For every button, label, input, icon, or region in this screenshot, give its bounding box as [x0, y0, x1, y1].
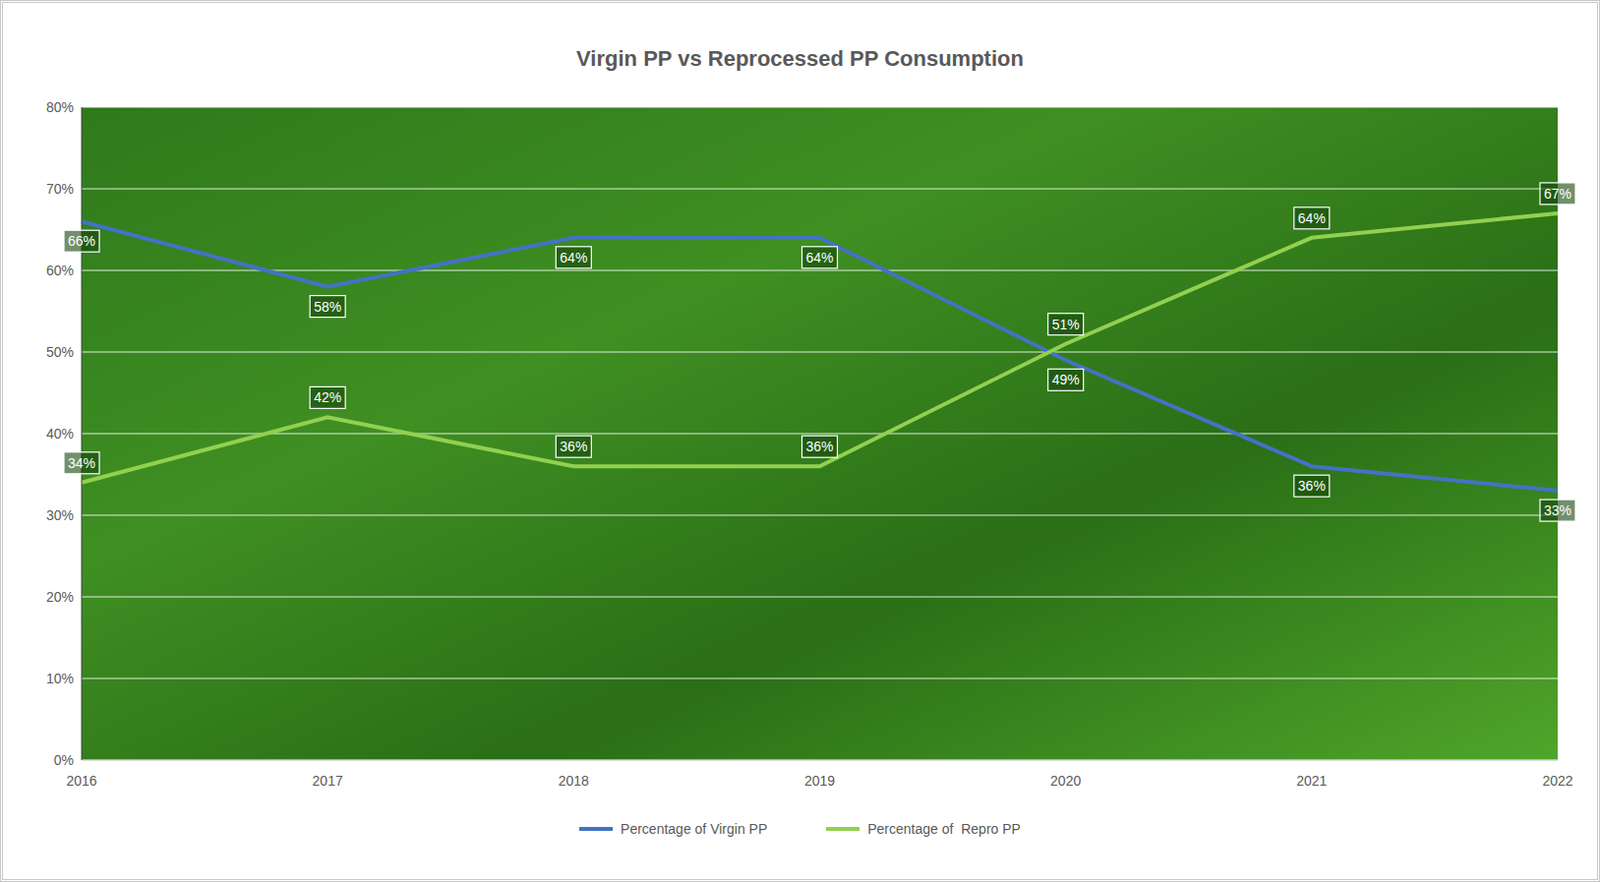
svg-text:10%: 10% — [46, 670, 74, 687]
svg-text:2016: 2016 — [65, 772, 97, 789]
svg-text:80%: 80% — [46, 99, 74, 116]
svg-text:34%: 34% — [67, 455, 96, 472]
svg-text:2017: 2017 — [312, 772, 344, 789]
svg-text:64%: 64% — [805, 249, 833, 266]
svg-text:64%: 64% — [559, 249, 588, 266]
svg-text:51%: 51% — [1052, 316, 1080, 333]
svg-text:33%: 33% — [1543, 502, 1572, 519]
html-text:Virgin PP vs Reprocessed PP Co: Virgin PP vs Reprocessed PP Consumption — [576, 46, 1024, 71]
svg-text:2022: 2022 — [1541, 772, 1573, 789]
svg-text:42%: 42% — [313, 389, 342, 406]
svg-text:66%: 66% — [67, 233, 96, 249]
svg-text:20%: 20% — [46, 589, 74, 605]
svg-text:36%: 36% — [805, 438, 833, 455]
svg-text:64%: 64% — [1298, 210, 1326, 227]
html-text:Percentage of Virgin PP: Percentage of Virgin PP — [620, 821, 768, 837]
svg-text:36%: 36% — [559, 438, 588, 455]
svg-text:60%: 60% — [46, 262, 74, 279]
svg-text:36%: 36% — [1298, 477, 1326, 494]
svg-text:2020: 2020 — [1050, 772, 1081, 789]
svg-text:50%: 50% — [46, 344, 74, 360]
svg-text:58%: 58% — [313, 298, 342, 315]
svg-text:40%: 40% — [46, 425, 74, 442]
svg-text:30%: 30% — [46, 507, 74, 524]
svg-text:2019: 2019 — [804, 772, 835, 789]
svg-text:49%: 49% — [1052, 371, 1080, 388]
html-text:Percentage of Repro PP: Percentage of Repro PP — [867, 821, 1021, 837]
svg-text:2018: 2018 — [558, 772, 590, 789]
svg-text:0%: 0% — [54, 752, 74, 769]
svg-text:70%: 70% — [46, 180, 74, 197]
svg-text:2021: 2021 — [1296, 772, 1327, 789]
svg-text:67%: 67% — [1543, 185, 1572, 202]
